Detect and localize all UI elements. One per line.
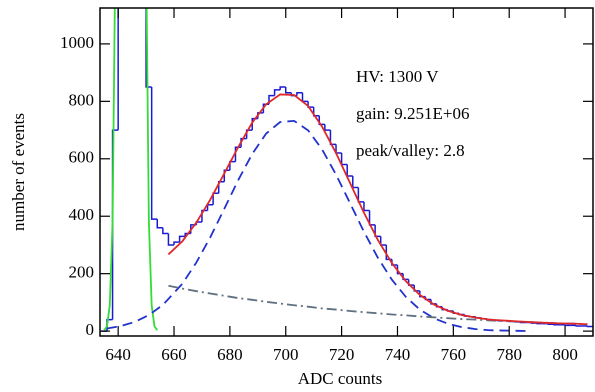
y-tick-label: 400 — [69, 205, 95, 224]
histogram-bin — [352, 176, 359, 189]
y-tick-label: 1000 — [60, 33, 94, 52]
histogram-bin — [234, 146, 242, 162]
histogram-bin — [173, 241, 180, 245]
histogram-bin — [111, 129, 119, 320]
histogram-bin — [223, 169, 230, 182]
histogram-bin — [162, 227, 169, 235]
histogram-bin — [340, 153, 348, 166]
histogram-bin — [407, 279, 415, 286]
fit-curve — [106, 119, 532, 333]
y-tick-label: 0 — [86, 320, 95, 339]
histogram-bin — [150, 86, 158, 220]
x-tick-label: 740 — [385, 345, 411, 364]
histogram-bin — [368, 210, 376, 226]
histogram-bin — [391, 259, 398, 266]
x-tick-label: 680 — [217, 345, 243, 364]
histogram-bin — [575, 325, 582, 327]
histogram-bin — [346, 164, 353, 177]
histogram-bin — [217, 181, 225, 194]
x-axis-label: ADC counts — [298, 369, 383, 388]
histogram-bin — [206, 203, 214, 211]
histogram-bin — [413, 285, 420, 292]
histogram-bin — [296, 91, 303, 96]
x-tick-label: 780 — [496, 345, 522, 364]
histogram-bin — [329, 130, 337, 146]
histogram-bin — [318, 115, 325, 126]
annotation: HV: 1300 V — [356, 67, 439, 86]
histogram-bin — [240, 137, 247, 148]
histogram-bin — [212, 192, 219, 205]
x-tick-label: 640 — [105, 345, 131, 364]
histogram-bin — [363, 201, 370, 212]
x-tick-label: 800 — [552, 345, 578, 364]
annotation: peak/valley: 2.8 — [356, 141, 465, 160]
x-tick-label: 660 — [161, 345, 187, 364]
histogram-bin — [379, 236, 387, 246]
histogram-bin — [284, 86, 292, 94]
y-tick-label: 200 — [69, 263, 95, 282]
histogram-bin — [553, 324, 560, 326]
histogram-bin — [245, 129, 253, 139]
fit-curve — [103, 8, 158, 331]
histogram-bin — [547, 323, 554, 325]
annotation: gain: 9.251E+06 — [356, 104, 469, 123]
histogram-bin — [564, 324, 571, 327]
histogram-bin — [117, 8, 119, 131]
plot-frame — [99, 7, 594, 337]
histogram-bin — [167, 233, 175, 246]
histogram-bin — [156, 219, 163, 229]
histogram-bin — [145, 8, 152, 88]
x-tick-label: 760 — [441, 345, 467, 364]
histogram-bin — [301, 92, 309, 103]
y-axis-label: number of events — [9, 113, 28, 231]
histogram-bin — [324, 124, 331, 131]
fit-curve — [168, 284, 588, 326]
histogram-bin — [201, 209, 208, 222]
histogram-bin — [273, 89, 281, 96]
y-tick-label: 600 — [69, 148, 95, 167]
histogram-bin — [430, 299, 437, 305]
histogram-bin — [586, 325, 593, 328]
histogram-bin — [178, 235, 186, 243]
histogram-bin — [335, 144, 342, 154]
histogram-bin — [357, 187, 364, 203]
x-tick-label: 700 — [273, 345, 299, 364]
fit-curve — [167, 93, 588, 326]
histogram-bin — [402, 273, 409, 281]
plot-area — [101, 8, 593, 333]
histogram-bin — [279, 86, 286, 90]
x-tick-label: 720 — [329, 345, 355, 364]
y-tick-label: 800 — [69, 90, 95, 109]
